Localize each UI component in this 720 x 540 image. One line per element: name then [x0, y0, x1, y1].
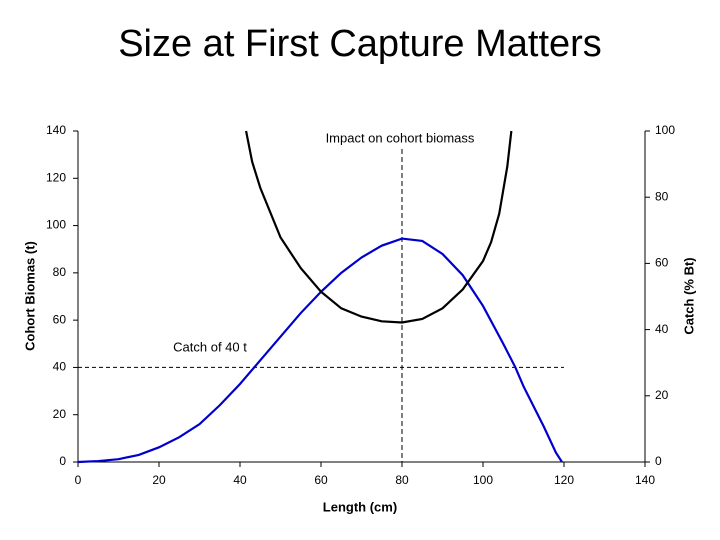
y2-tick-label: 60 [655, 256, 669, 270]
y2-tick-label: 40 [655, 322, 669, 336]
y2-axis-label: Catch (% Bt) [681, 257, 696, 334]
x-tick-label: 60 [314, 473, 328, 487]
x-tick-label: 0 [75, 473, 82, 487]
y-tick-label: 60 [53, 312, 67, 326]
annotation: Catch of 40 t [173, 339, 247, 354]
y2-tick-label: 100 [655, 123, 675, 137]
y2-tick-label: 20 [655, 388, 669, 402]
x-tick-label: 40 [233, 473, 247, 487]
y-tick-label: 80 [53, 265, 67, 279]
x-tick-label: 80 [395, 473, 409, 487]
y-axis-label: Cohort Biomas (t) [22, 241, 37, 351]
x-tick-label: 140 [635, 473, 655, 487]
annotation: Impact on cohort biomass [326, 130, 475, 145]
x-tick-label: 20 [152, 473, 166, 487]
data-line [244, 130, 513, 324]
y2-tick-label: 0 [655, 454, 662, 468]
y-tick-label: 120 [46, 170, 66, 184]
x-tick-label: 120 [554, 473, 574, 487]
x-tick-label: 100 [473, 473, 493, 487]
y-tick-label: 20 [53, 407, 67, 421]
y-tick-label: 140 [46, 123, 66, 137]
y2-tick-label: 80 [655, 189, 669, 203]
data-line [77, 237, 563, 464]
chart-title: Size at First Capture Matters [118, 23, 602, 65]
y-tick-label: 0 [59, 454, 66, 468]
y-tick-label: 100 [46, 218, 66, 232]
y-tick-label: 40 [53, 360, 67, 374]
x-axis-label: Length (cm) [323, 499, 397, 514]
